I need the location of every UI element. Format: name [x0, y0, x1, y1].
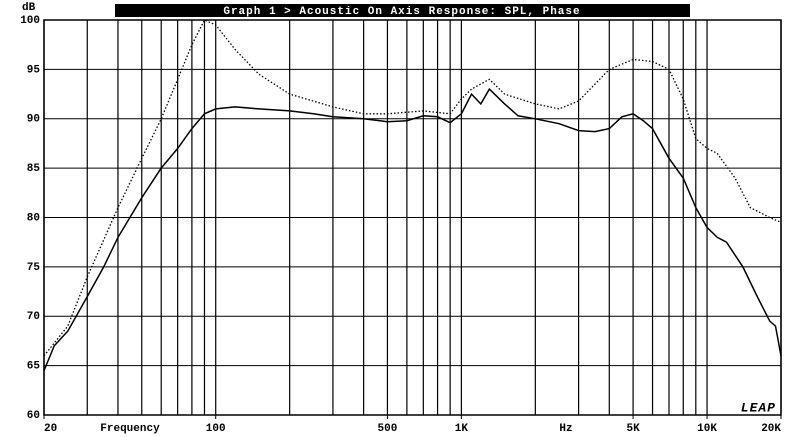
- y-tick-label: 100: [20, 15, 40, 27]
- y-tick-label: 95: [27, 64, 41, 76]
- y-tick-label: 75: [27, 262, 41, 274]
- y-tick-label: 60: [27, 410, 40, 422]
- x-tick-label: 20K: [761, 423, 781, 435]
- data-line: [43, 87, 782, 371]
- chart-title: Graph 1 > Acoustic On Axis Response: SPL…: [223, 6, 580, 18]
- y-tick-label: 80: [27, 212, 40, 224]
- x-tick-label: 100: [206, 423, 226, 435]
- x-tick-label: 1K: [455, 423, 469, 435]
- title-bar: [115, 4, 690, 17]
- logo: LEAP: [741, 400, 776, 415]
- y-tick-label: 65: [27, 361, 41, 373]
- x-tick-label: 500: [378, 423, 398, 435]
- data-line: [43, 19, 782, 357]
- y-tick-label: 70: [27, 311, 40, 323]
- y-tick-label: 90: [27, 114, 40, 126]
- x-tick-label: 10K: [697, 423, 717, 435]
- x-axis-label: Frequency: [100, 423, 160, 435]
- y-axis-label: dB: [22, 2, 36, 14]
- x-unit-label: Hz: [559, 423, 572, 435]
- x-tick-label: 20: [44, 423, 57, 435]
- y-tick-label: 85: [27, 163, 41, 175]
- x-tick-label: 5K: [626, 423, 640, 435]
- plot-frame: [43, 19, 782, 416]
